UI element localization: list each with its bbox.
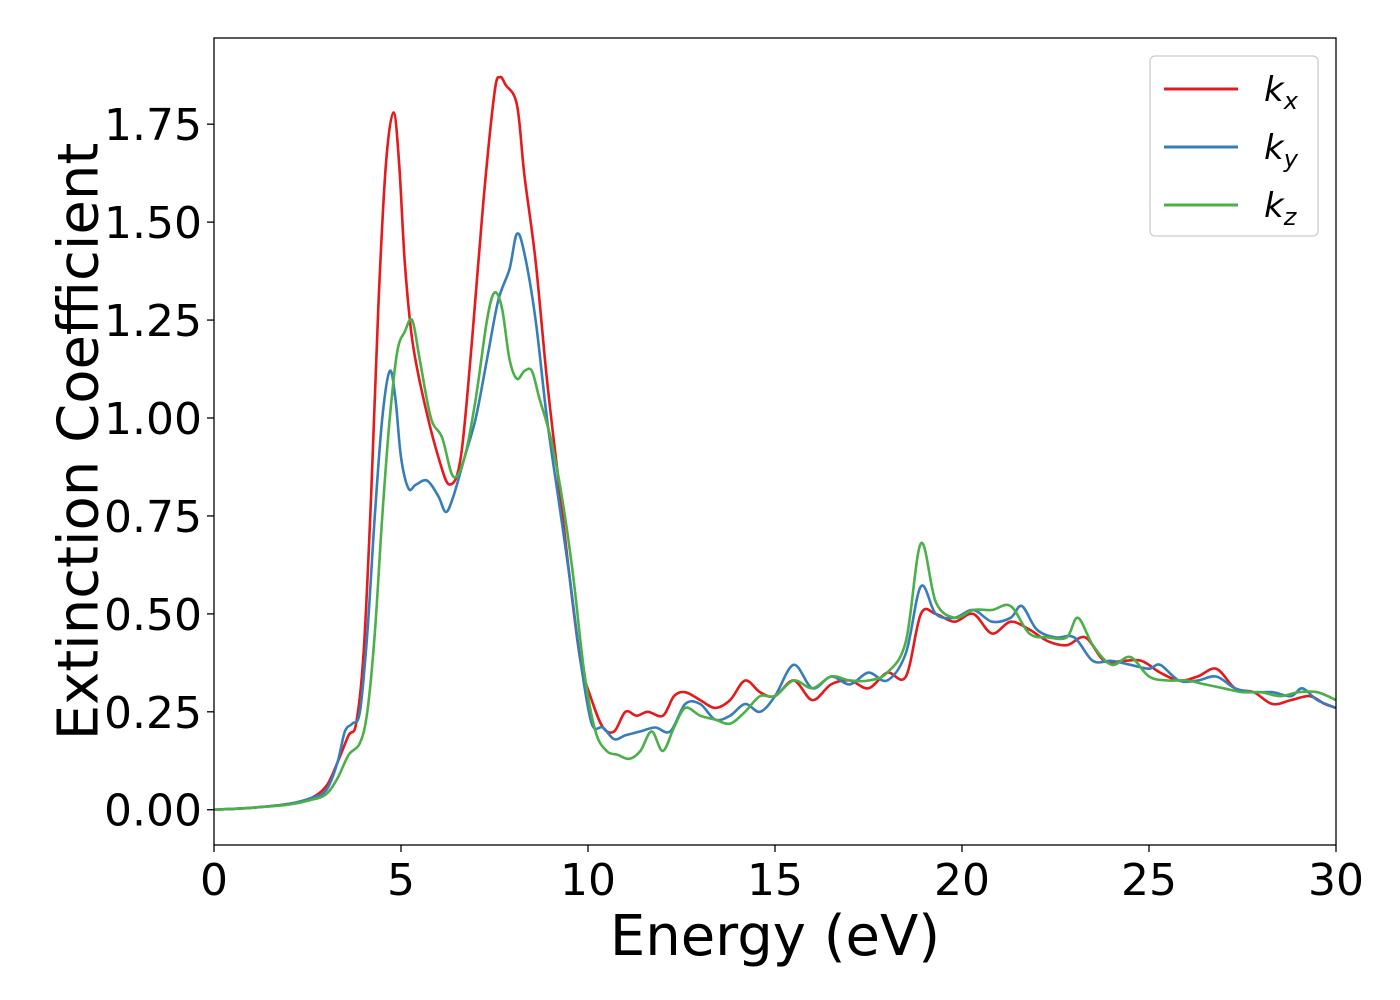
x-tick-label: 15	[747, 855, 803, 906]
y-tick-label: 1.00	[104, 394, 202, 445]
x-tick-label: 25	[1121, 855, 1177, 906]
y-tick-label: 0.75	[104, 492, 202, 543]
series-layer	[214, 75, 1336, 811]
x-tick-label: 20	[934, 855, 990, 906]
y-tick-label: 1.25	[104, 296, 202, 347]
series-line-kz	[214, 290, 1336, 811]
legend-subscript: x	[1283, 87, 1299, 115]
legend-item-kx[interactable]: kx	[1164, 70, 1299, 115]
y-tick-label: 0.00	[104, 786, 202, 837]
y-tick-label: 1.50	[104, 198, 202, 249]
y-tick-label: 0.25	[104, 688, 202, 739]
x-axis-label: Energy (eV)	[610, 904, 940, 969]
x-axis: 0 5 10 15 20 25 30	[200, 845, 1364, 906]
x-tick-label: 5	[387, 855, 415, 906]
x-tick-label: 0	[200, 855, 228, 906]
legend-subscript: z	[1283, 203, 1298, 231]
y-tick-label: 1.75	[104, 100, 202, 151]
y-tick-label: 0.50	[104, 590, 202, 641]
y-axis: 0.00 0.25 0.50 0.75 1.00 1.25 1.50 1.75	[104, 100, 214, 837]
y-axis-label: Extinction Coefficient	[47, 143, 112, 741]
legend-subscript: y	[1283, 145, 1299, 173]
x-tick-label: 30	[1308, 855, 1364, 906]
x-tick-label: 10	[560, 855, 616, 906]
